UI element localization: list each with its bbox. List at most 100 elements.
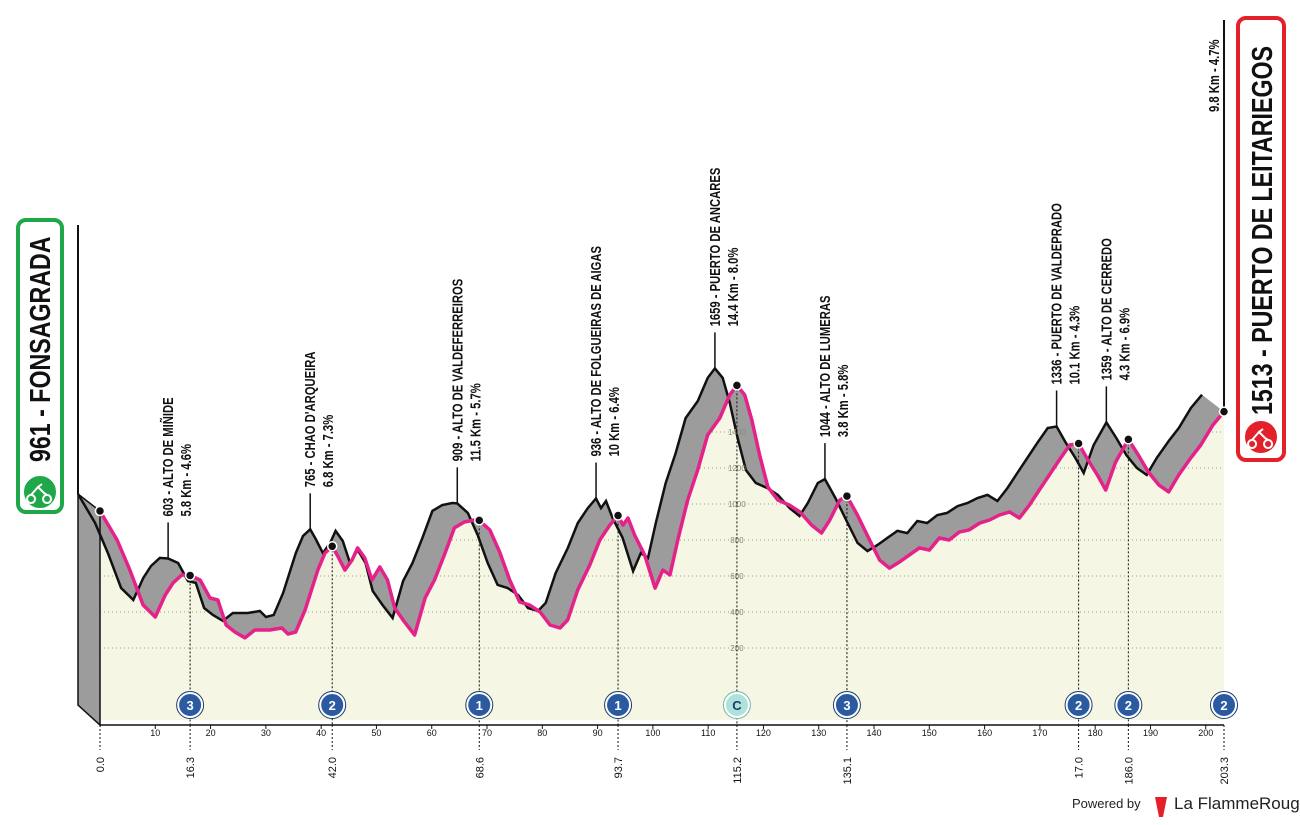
climb-name: 765 - CHAO D'ARQUEIRA — [302, 351, 319, 487]
y-tick-label: 1400 — [728, 428, 746, 437]
profile-line — [98, 383, 1226, 640]
finish-detail: 9.8 Km - 4.7% — [1205, 39, 1222, 112]
category-icon — [723, 692, 750, 718]
powered-by: Powered by — [1072, 796, 1141, 811]
climb-dot — [841, 490, 853, 502]
km-marker: 68.6 — [474, 757, 486, 778]
x-tick-label: 10 — [150, 728, 160, 738]
climb-detail: 3.8 Km - 5.8% — [834, 364, 851, 437]
profile-fill — [100, 385, 1224, 720]
start-box — [16, 218, 64, 514]
climb-name: 603 - ALTO DE MIÑIDE — [160, 397, 177, 516]
start-label: 961 - FONSAGRADA — [23, 236, 56, 462]
category-label: 3 — [187, 698, 194, 713]
climb-detail: 6.8 Km - 7.3% — [320, 415, 337, 488]
finish-box — [1236, 16, 1286, 462]
x-tick-label: 200 — [1198, 728, 1213, 738]
category-label: 1 — [614, 698, 621, 713]
x-tick-label: 150 — [922, 728, 937, 738]
category-ring — [1064, 691, 1093, 719]
climb-dot — [184, 570, 196, 581]
finish-label: 1513 - PUERTO DE LEITARIEGOS — [1245, 46, 1278, 415]
climb-detail: 14.4 Km - 8.0% — [724, 247, 741, 326]
km-marker: 42.0 — [327, 757, 339, 778]
cyclist — [26, 483, 53, 504]
y-tick-label: 1200 — [728, 464, 746, 473]
finish-dot — [1218, 406, 1230, 417]
climb-name: 1359 - ALTO DE CERREDO — [1098, 238, 1115, 380]
category-icon — [466, 692, 493, 718]
category-ring — [832, 691, 861, 719]
category-label: 2 — [1220, 698, 1227, 713]
x-tick-label: 110 — [701, 728, 715, 738]
category-icon — [1115, 692, 1142, 718]
km-marker: 115.2 — [732, 757, 744, 784]
category-ring — [465, 691, 494, 719]
x-tick-label: 90 — [593, 728, 603, 738]
climb-dot — [612, 510, 624, 521]
x-tick-label: 40 — [316, 728, 326, 738]
finish-icon — [1243, 419, 1279, 455]
category-ring — [1114, 691, 1143, 719]
x-tick-label: 50 — [371, 728, 381, 738]
category-icon — [319, 692, 346, 718]
climb-name: 1044 - ALTO DE LUMERAS — [816, 295, 833, 437]
climb-detail: 10.1 Km - 4.3% — [1066, 306, 1083, 385]
km-marker: 93.7 — [613, 757, 625, 778]
climb-name: 936 - ALTO DE FOLGUEIRAS DE AIGAS — [587, 246, 604, 457]
category-ring — [722, 691, 751, 719]
km-marker: 17.0 — [1074, 757, 1086, 778]
category-ring — [176, 691, 205, 719]
km-marker: 135.1 — [842, 757, 854, 785]
climb-detail: 5.8 Km - 4.6% — [178, 444, 195, 517]
category-label: C — [732, 698, 742, 713]
climb-dot — [731, 380, 743, 391]
category-label: 1 — [476, 698, 483, 713]
climb-name: 1659 - PUERTO DE ANCARES — [706, 168, 723, 327]
x-tick-label: 120 — [756, 728, 771, 738]
x-tick-label: 180 — [1088, 728, 1103, 738]
category-icon — [1211, 692, 1237, 718]
climb-dot — [1073, 438, 1084, 449]
y-tick-label: 600 — [730, 572, 744, 581]
climb-detail: 10 Km - 6.4% — [605, 387, 622, 457]
climb-detail: 4.3 Km - 6.9% — [1116, 308, 1133, 381]
category-label: 3 — [843, 698, 850, 713]
shadow-edge — [76, 366, 1203, 623]
km-marker: 186.0 — [1123, 757, 1135, 785]
cyclist — [1247, 428, 1274, 449]
x-tick-label: 20 — [206, 728, 216, 738]
category-icon — [1065, 692, 1092, 718]
km-marker: 203.3 — [1219, 757, 1231, 785]
x-tick-label: 190 — [1143, 728, 1158, 738]
km-marker: 16.3 — [185, 757, 197, 778]
x-tick-label: 100 — [645, 728, 660, 738]
climb-name: 1336 - PUERTO DE VALDEPRADO — [1048, 203, 1065, 384]
y-tick-label: 800 — [730, 536, 744, 545]
climb-dot — [1123, 434, 1134, 445]
x-tick-label: 160 — [977, 728, 992, 738]
y-tick-label: 400 — [730, 608, 744, 617]
category-label: 2 — [1075, 698, 1082, 713]
climb-detail: 11.5 Km - 5.7% — [467, 383, 484, 461]
category-label: 2 — [1125, 698, 1132, 713]
km-marker: 0.0 — [95, 757, 107, 772]
category-ring — [1210, 691, 1238, 719]
start-dot — [94, 505, 106, 517]
y-tick-label: 200 — [730, 644, 744, 653]
brand: La FlammeRouge — [1174, 794, 1300, 813]
category-icon — [605, 692, 632, 718]
category-ring — [604, 691, 633, 719]
category-label: 2 — [329, 698, 336, 713]
shadow-band — [78, 368, 1224, 638]
x-tick-label: 80 — [537, 728, 547, 738]
climb-dot — [326, 541, 338, 552]
category-icon — [833, 692, 860, 718]
x-tick-label: 130 — [811, 728, 826, 738]
start-icon — [22, 474, 58, 510]
x-tick-label: 30 — [261, 728, 271, 738]
climb-dot — [474, 515, 485, 526]
category-icon — [177, 692, 204, 718]
brand-logo — [1155, 797, 1167, 817]
